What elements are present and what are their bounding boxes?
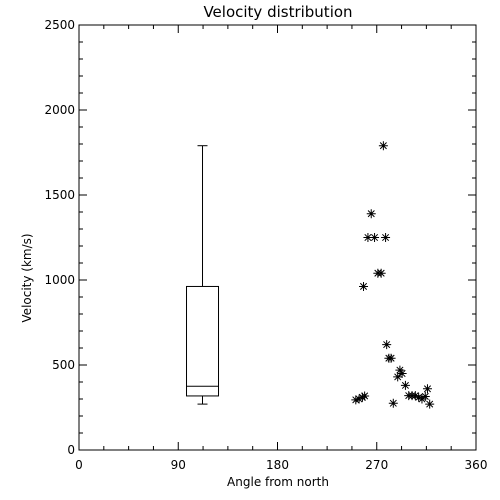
data-point: [382, 340, 392, 350]
data-point: [420, 391, 430, 401]
data-point: [410, 391, 420, 401]
data-point: [360, 391, 370, 401]
boxplot: [186, 145, 220, 405]
box-iqr: [186, 285, 220, 397]
data-point: [359, 281, 369, 291]
y-axis-label: Velocity (km/s): [20, 233, 34, 322]
y-tick-label: 500: [52, 358, 75, 372]
data-point: [386, 353, 396, 363]
y-tick-label: 2000: [44, 103, 75, 117]
scatter-points: [351, 141, 435, 409]
data-point: [354, 394, 364, 404]
data-point: [395, 365, 405, 375]
data-point: [381, 233, 391, 242]
x-tick-label: 360: [465, 458, 488, 472]
data-point: [400, 380, 410, 390]
axis-tick-labels: 0 90 180 270 360 0 500 1000 1500 2000 2500: [44, 18, 487, 472]
chart-title: Velocity distribution: [203, 3, 352, 21]
axis-ticks: [78, 24, 477, 451]
data-point: [366, 209, 376, 219]
data-point: [357, 392, 367, 402]
data-point: [378, 141, 388, 151]
data-point: [397, 369, 407, 378]
plot-frame: [78, 24, 477, 451]
x-tick-label: 270: [365, 458, 388, 472]
y-tick-label: 1000: [44, 273, 75, 287]
data-point: [393, 372, 403, 382]
x-tick-label: 0: [75, 458, 83, 472]
data-point: [414, 392, 424, 402]
y-tick-label: 0: [67, 443, 75, 457]
x-tick-label: 90: [171, 458, 186, 472]
x-tick-label: 180: [266, 458, 289, 472]
data-point: [417, 394, 427, 404]
data-point: [422, 384, 432, 394]
y-tick-label: 1500: [44, 188, 75, 202]
data-point: [370, 233, 380, 242]
data-point: [388, 398, 398, 408]
data-point: [425, 399, 435, 409]
y-tick-label: 2500: [44, 18, 75, 32]
x-axis-label: Angle from north: [227, 475, 329, 489]
data-point: [376, 268, 386, 278]
data-point: [351, 395, 361, 405]
data-point: [363, 233, 373, 242]
